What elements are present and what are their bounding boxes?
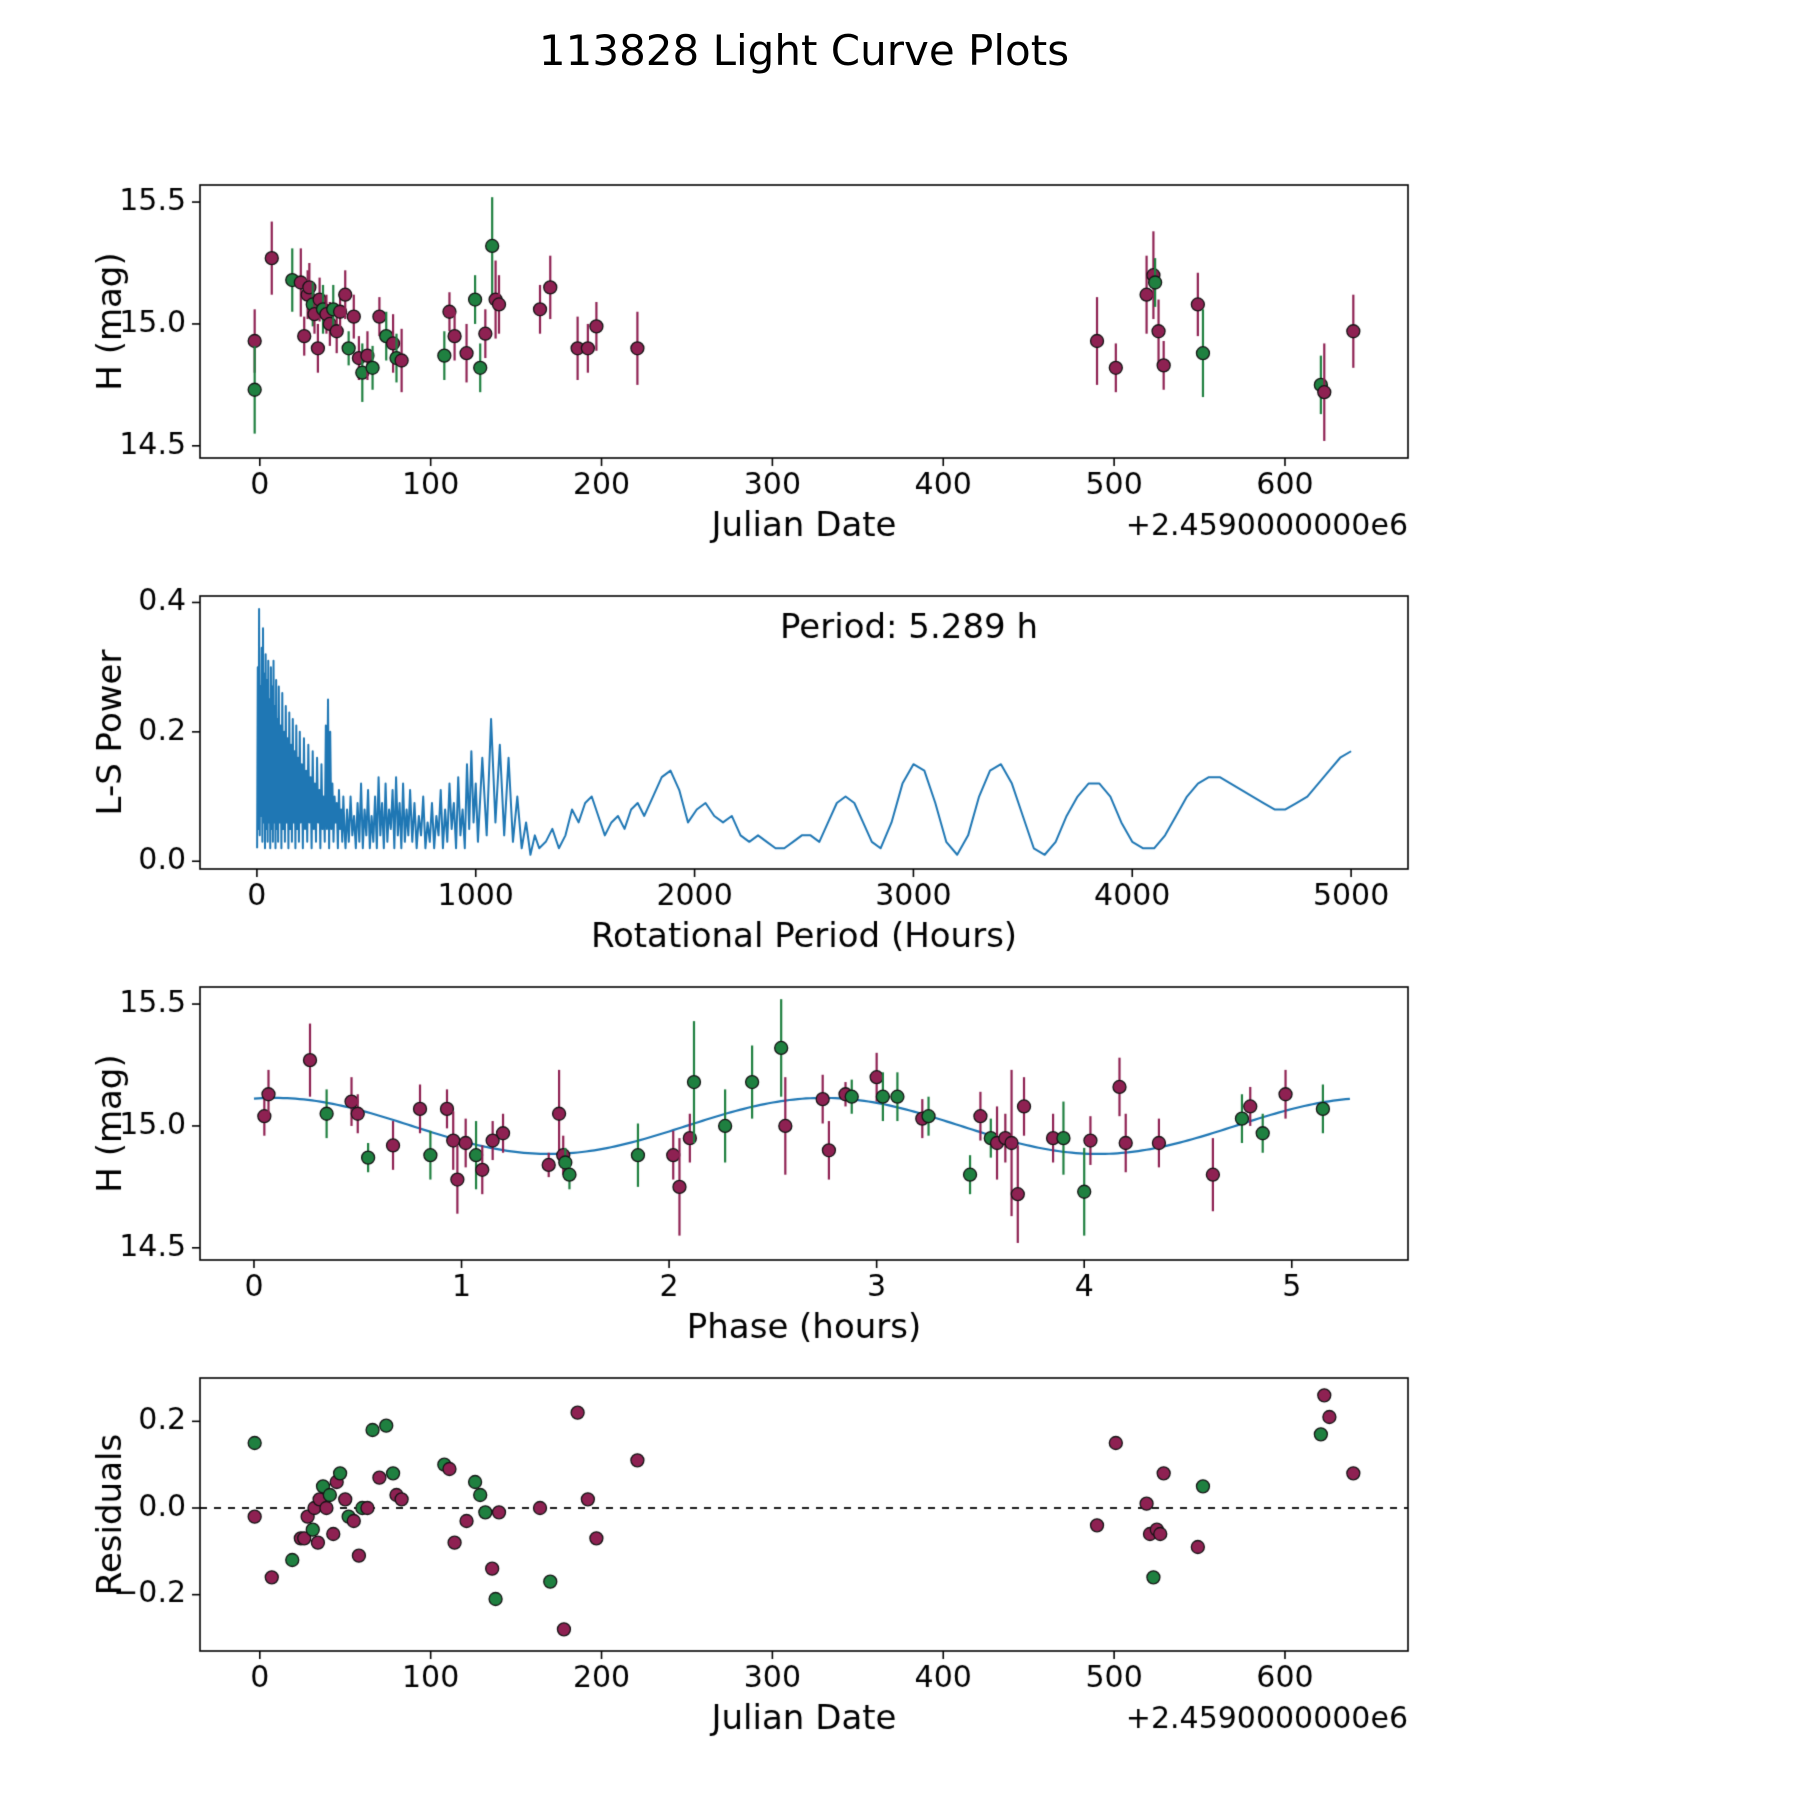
figure-title: 113828 Light Curve Plots [538,26,1070,75]
lomb-scargle-periodogram-plot [0,576,1800,967]
jd-light-curve-plot [0,110,1800,576]
residuals-plot [0,1358,1800,1800]
phase-folded-light-curve-plot [0,967,1800,1358]
